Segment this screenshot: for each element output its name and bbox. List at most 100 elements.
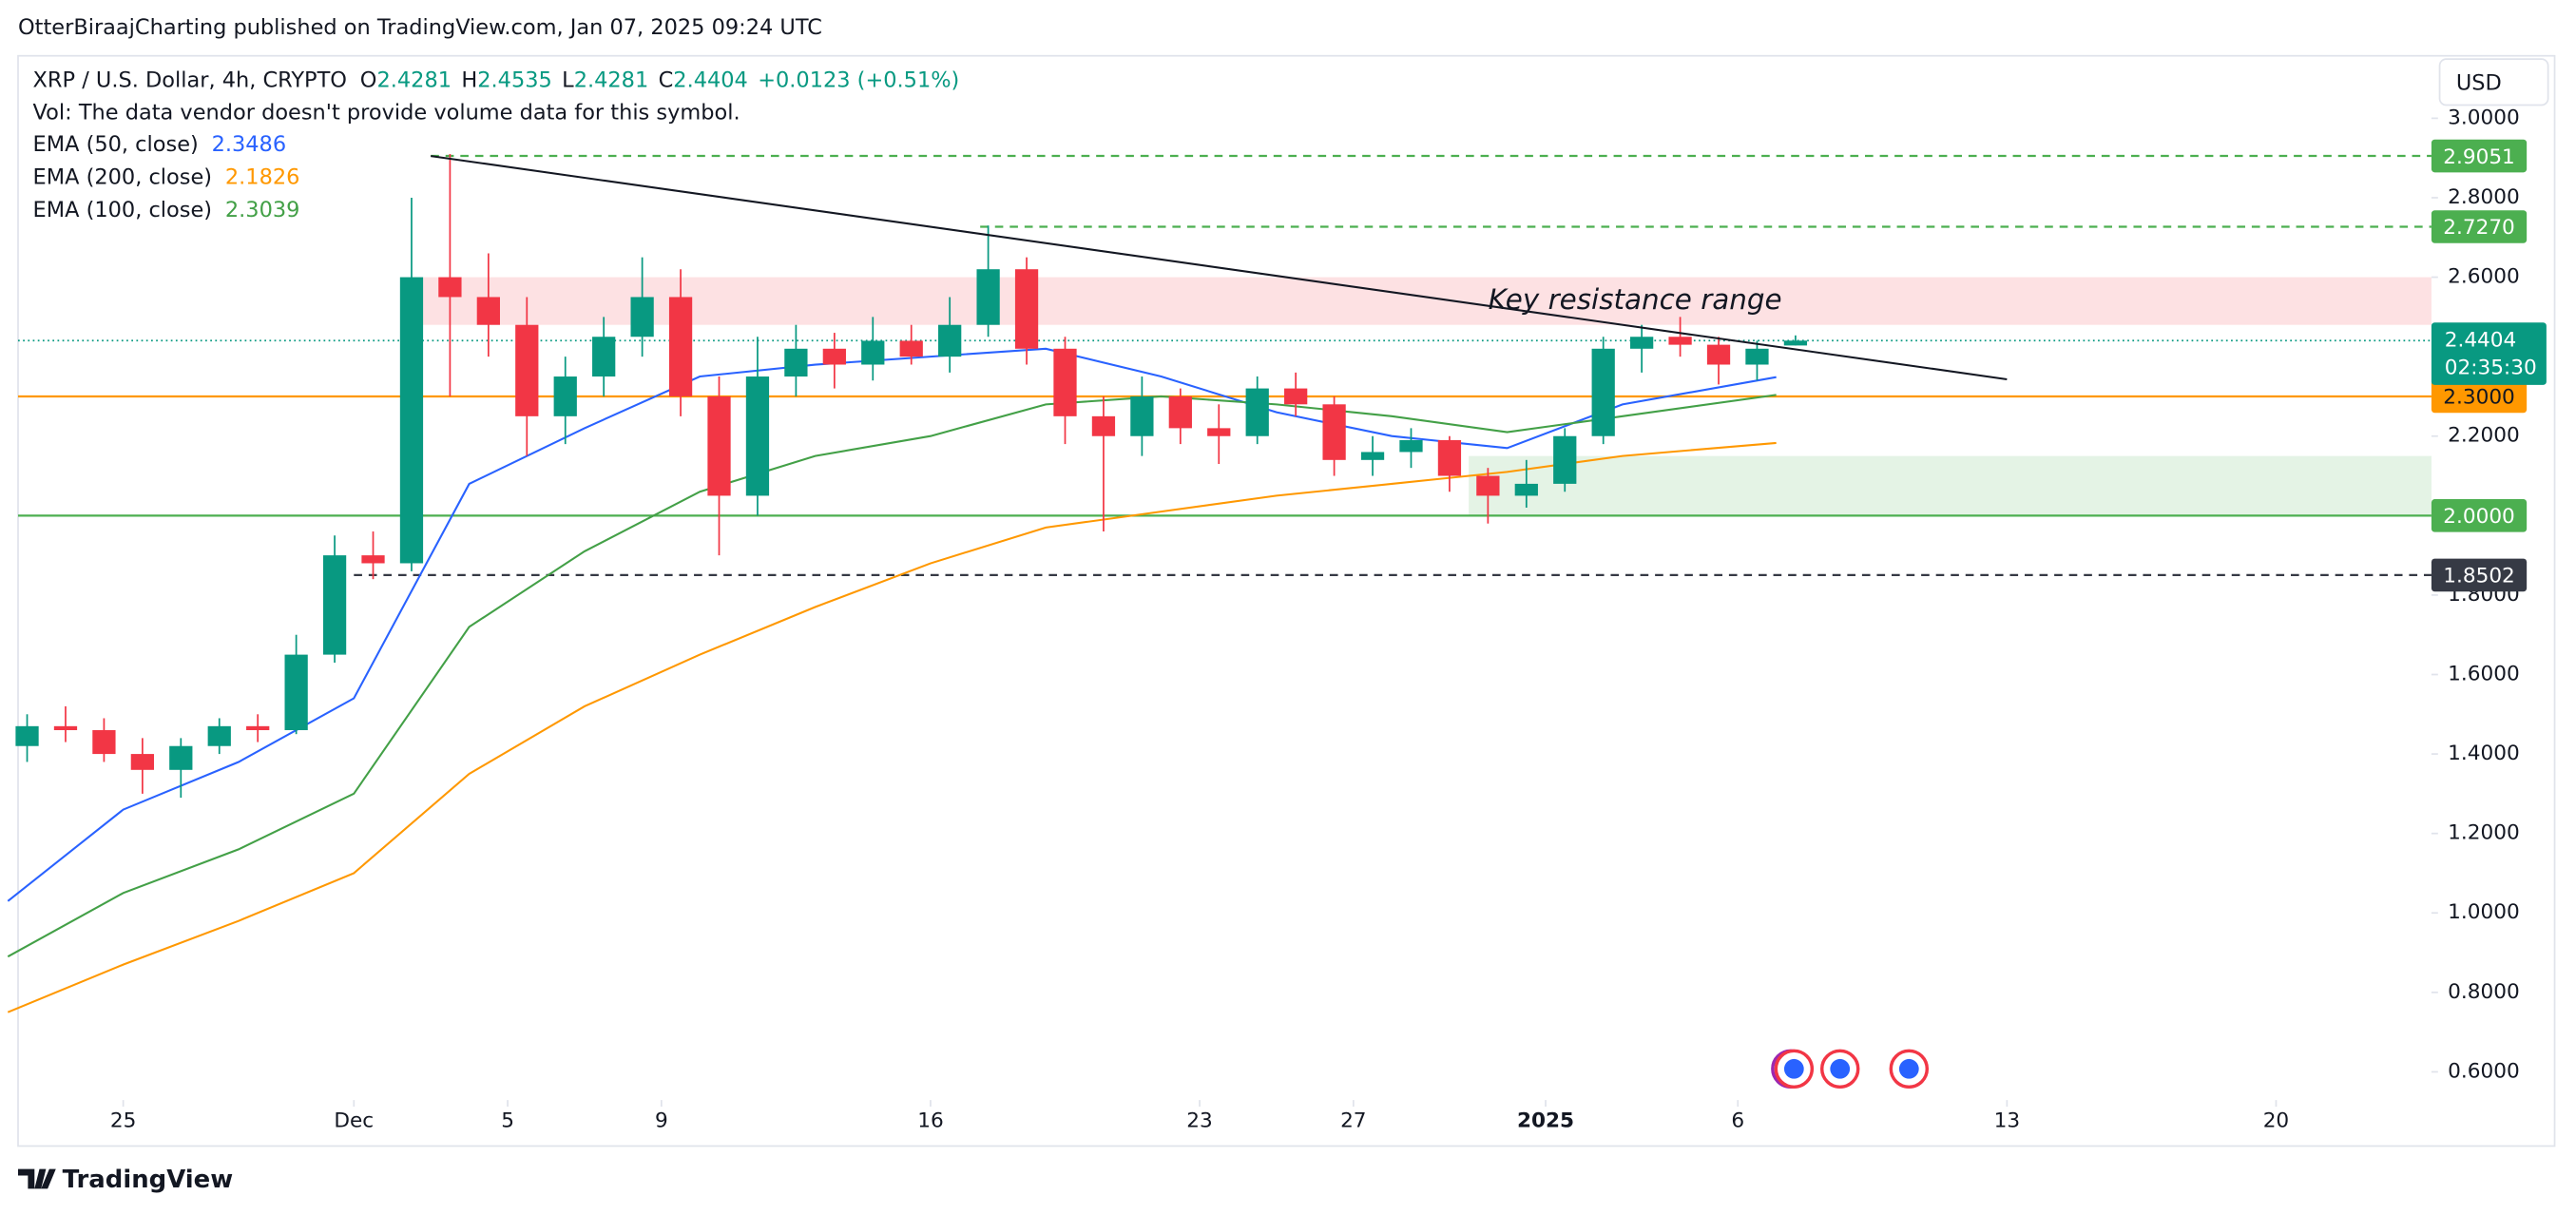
currency[interactable]: USD [2456,71,2502,96]
level-price-label: 1.8502 [2443,565,2515,588]
candle-body [899,340,923,357]
candle-body [1668,337,1692,345]
high-value: 2.4535 [477,68,552,92]
candle-body [1553,435,1577,484]
legend-value: 2.3039 [225,198,300,222]
x-tick-label: 6 [1731,1109,1744,1133]
candle-body [745,376,770,496]
candle-body [668,297,693,396]
candle-body [707,395,731,496]
countdown: 02:35:30 [2445,357,2537,380]
candle-body [1245,388,1269,436]
candle-body [630,297,654,338]
candle-body [1514,483,1538,496]
ema-line [7,394,1777,958]
candle-body [1399,439,1423,453]
candle-body [1437,439,1462,476]
y-tick-label: 2.2000 [2448,424,2520,448]
ohlc-letter: O [360,68,377,92]
candle-body [1322,404,1346,460]
candle-body [1284,388,1308,405]
candle-body [553,376,577,416]
candle-body [92,730,116,755]
candle-body [1783,340,1808,346]
legend-entry: EMA (100, close) 2.3039 [33,198,300,222]
open-value: 2.4281 [376,68,452,92]
x-tick-label: 16 [917,1109,943,1133]
volume-note: Vol: The data vendor doesn't provide vol… [33,101,740,125]
ohlc-letter: L [562,68,574,92]
y-tick-label: 0.8000 [2448,980,2520,1004]
level-price-box [2431,379,2528,414]
candle-body [438,277,462,298]
current-price-label: 2.4404 [2445,328,2517,352]
ohlc-letter: H [461,68,477,92]
candle-body [1168,395,1192,429]
event-flags [1771,1049,1930,1090]
candle-body [938,324,962,357]
candle-body [1630,337,1654,349]
candle-body [169,745,193,770]
legend-name: EMA (200, close) [33,164,212,189]
candle-body [53,725,78,731]
level-price-label: 2.7270 [2443,216,2515,240]
y-tick-label: 1.6000 [2448,663,2520,686]
candle-body [515,324,539,416]
candle-body [476,297,500,325]
candle-body [861,340,885,365]
y-tick-label: 0.6000 [2448,1059,2520,1083]
candle-body [1091,415,1116,436]
candle-body [1130,395,1154,436]
currency-button[interactable] [2438,58,2549,106]
x-tick-label: 5 [501,1109,514,1133]
candle-body [1591,348,1615,436]
candle-body [1053,348,1077,416]
x-tick-label: 2025 [1517,1109,1574,1133]
candle-body [976,269,1000,325]
legend-name: EMA (50, close) [33,131,199,156]
x-tick-label: 20 [2263,1109,2289,1133]
x-tick-label: 9 [655,1109,668,1133]
x-tick-label: 27 [1340,1109,1366,1133]
candle-body [1745,348,1769,365]
zone [1469,455,2432,516]
y-tick-label: 2.6000 [2448,265,2520,289]
candle-body [1476,475,1500,496]
candle-body [1014,269,1039,349]
zone-label: Key resistance range [1489,283,1782,316]
candle-body [15,725,39,746]
ohlc-letter: C [659,68,674,92]
y-tick-label: 1.0000 [2448,900,2520,924]
legend-value: 2.3486 [212,131,287,156]
x-tick-label: 23 [1186,1109,1212,1133]
y-tick-label: 1.2000 [2448,821,2520,845]
x-tick-label: 25 [110,1109,136,1133]
chart-frame [17,54,2556,1148]
candle-body [592,337,616,377]
candle-body [784,348,808,377]
candle-body [207,725,231,746]
legend-ohlc: XRP / U.S. Dollar, 4h, CRYPTO O2.4281 H2.4… [33,68,960,92]
level-price-label: 2.9051 [2443,145,2515,169]
legend-entry: EMA (200, close) 2.1826 [33,164,300,189]
candle-body [1706,344,1731,365]
legend-value: 2.1826 [225,164,300,189]
brand: TradingView [63,1166,234,1194]
legend-name: EMA (100, close) [33,198,212,222]
level-price-label: 2.3000 [2443,386,2515,410]
level-price-box [2431,210,2528,243]
candle-body [399,277,424,564]
symbol: XRP / U.S. Dollar, 4h, CRYPTO [33,68,347,92]
zone [411,277,2432,325]
current-price-box [2431,322,2547,385]
change: +0.0123 (+0.51%) [758,68,959,92]
candle-body [361,555,385,564]
candle-body [322,555,347,655]
plot: Key resistance range [7,154,2432,1013]
x-tick-label: 13 [1994,1109,2020,1133]
candle-body [246,725,270,731]
axes: 3.00002.80002.60002.40002.20002.00001.80… [110,106,2547,1133]
